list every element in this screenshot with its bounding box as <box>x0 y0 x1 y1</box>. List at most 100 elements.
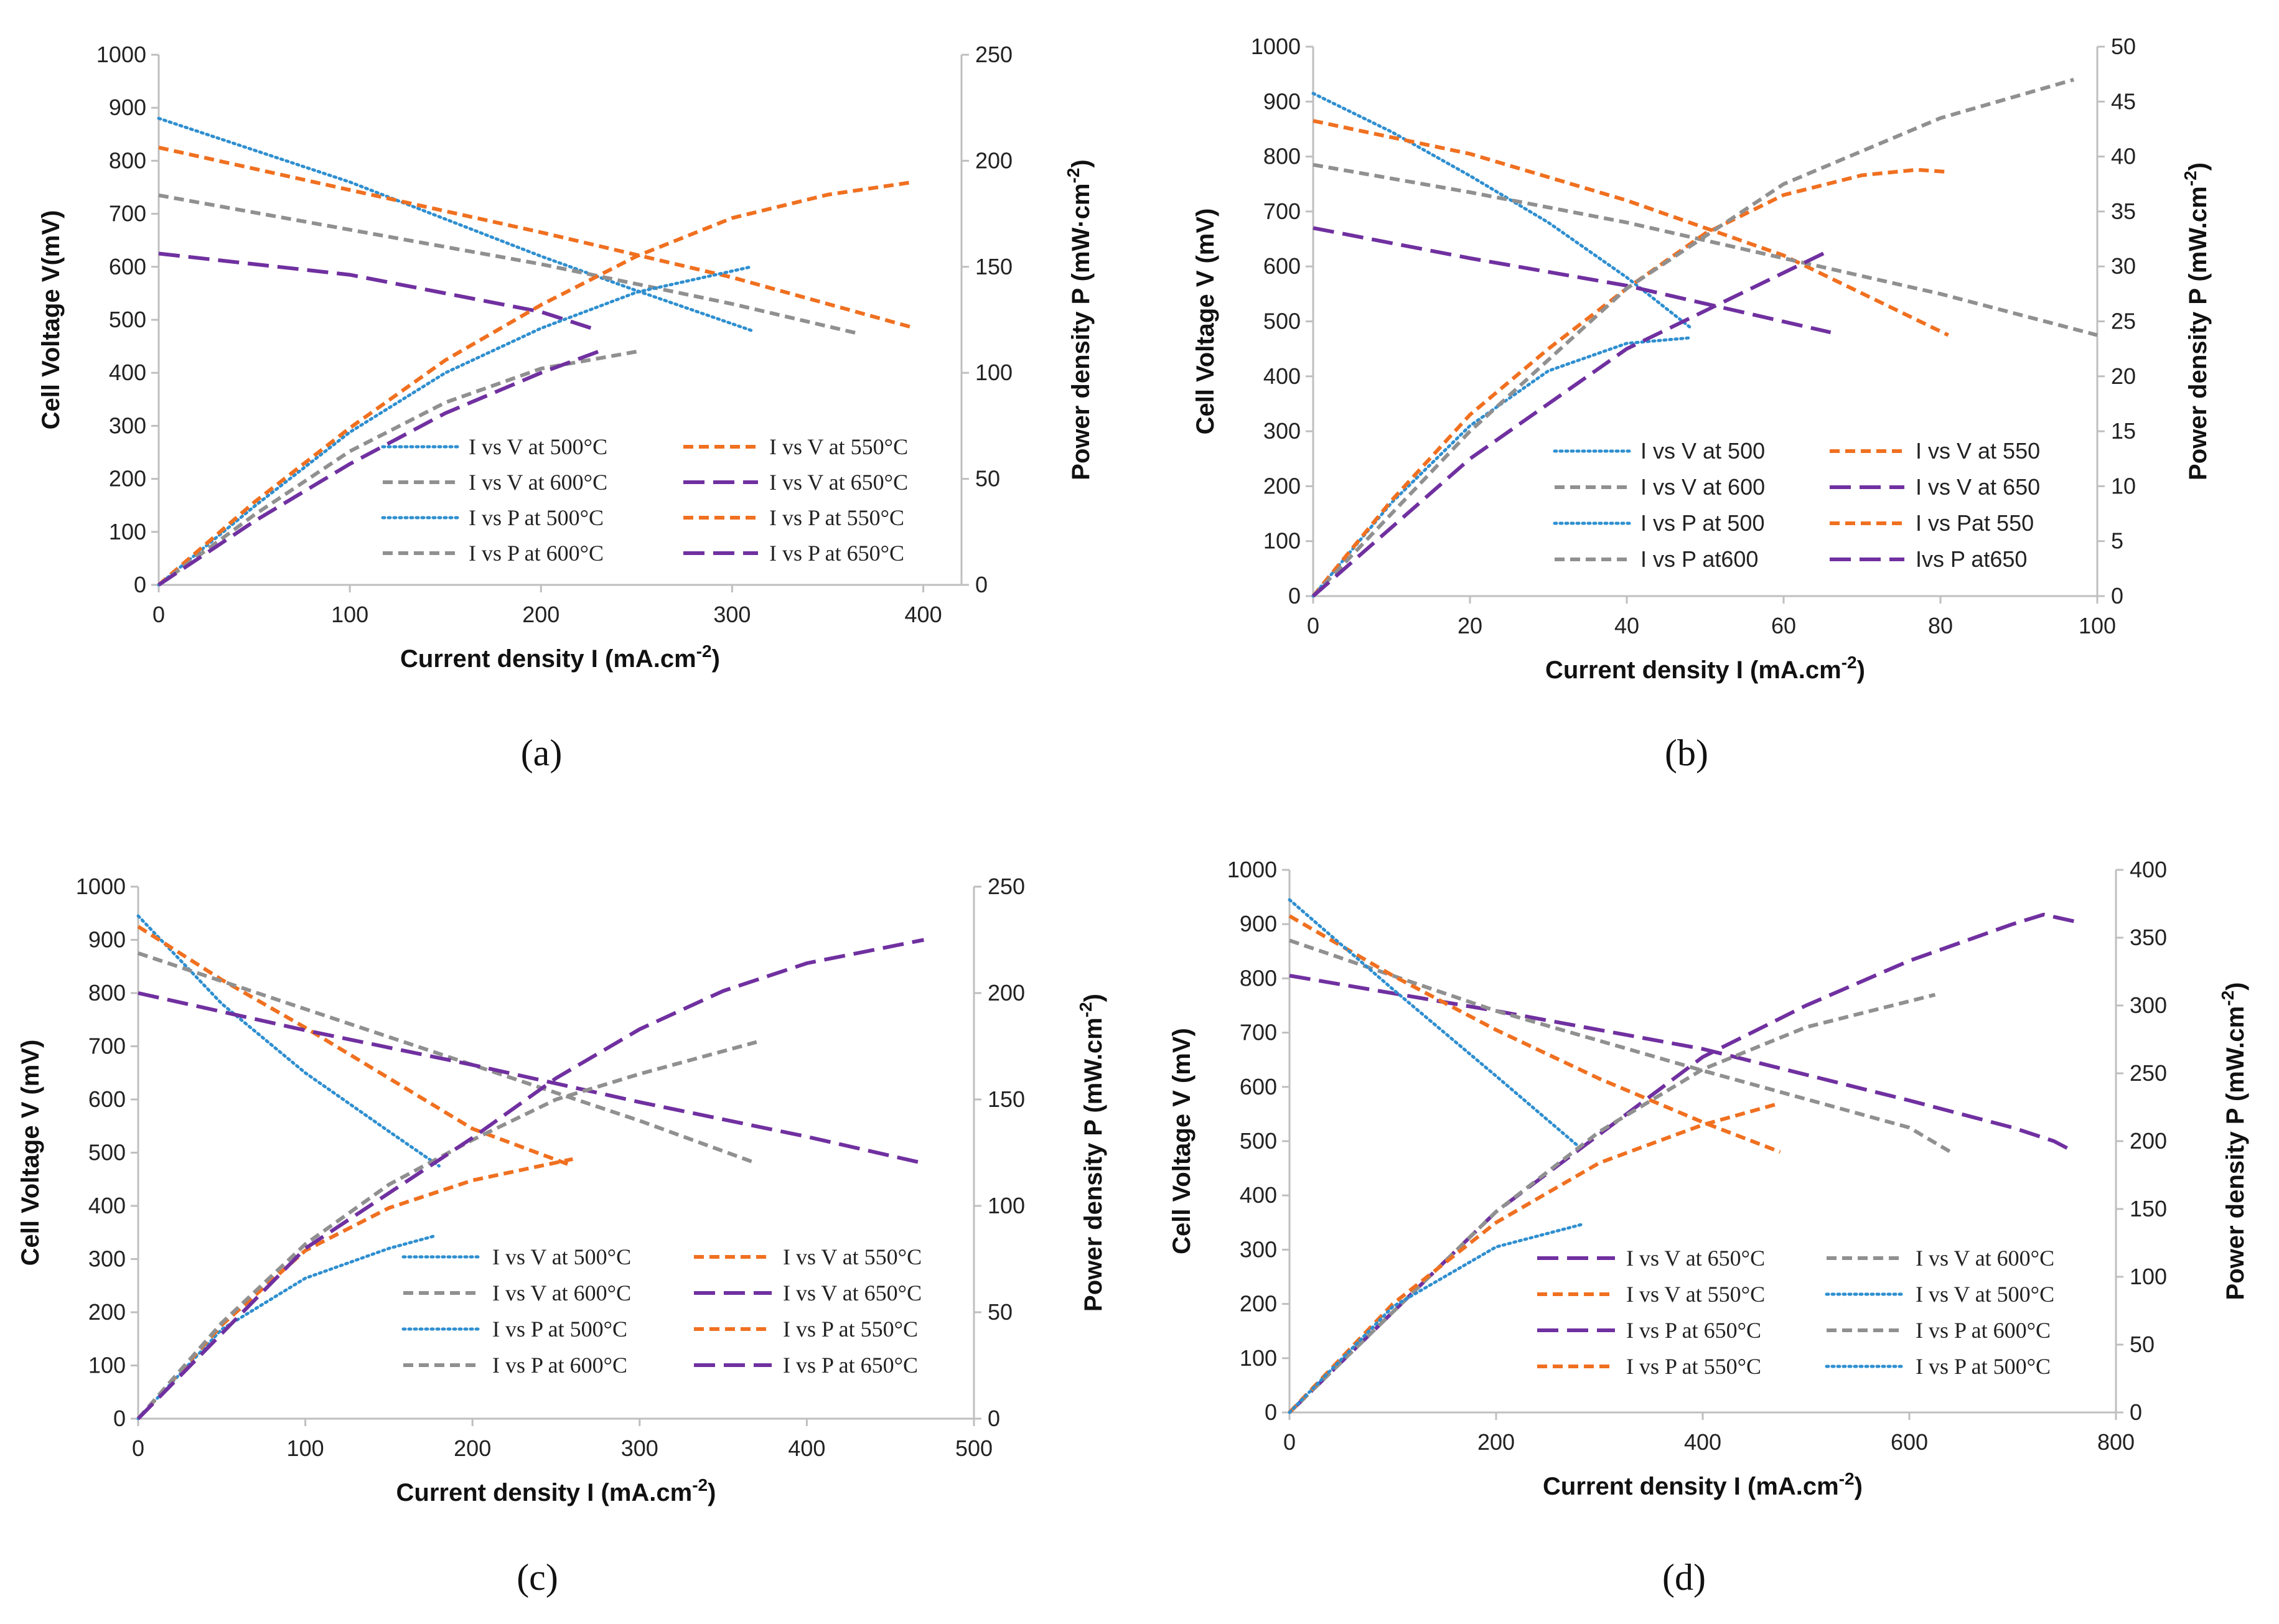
series-line-v600 <box>1289 938 1952 1154</box>
legend-label-v550: I vs V at 550°C <box>1626 1282 1765 1307</box>
y-tick-label: 200 <box>1240 1291 1277 1317</box>
legend-label-v600: I vs V at 600°C <box>492 1281 631 1305</box>
x-tick-label: 400 <box>788 1435 825 1461</box>
y2-tick-label: 400 <box>2130 857 2167 882</box>
x-tick-label: 40 <box>1614 613 1639 638</box>
y-tick-label: 800 <box>1240 965 1277 991</box>
y-tick-label: 900 <box>1263 88 1301 114</box>
y-tick-label: 900 <box>109 95 146 120</box>
y-tick-label: 0 <box>1265 1399 1277 1425</box>
y-tick-label: 600 <box>109 254 146 279</box>
y2-tick-label: 45 <box>2111 88 2136 114</box>
series-line-p500 <box>1288 1222 1586 1414</box>
legend-label-v650: I vs V at 650°C <box>769 470 908 495</box>
y-tick-label: 700 <box>88 1034 126 1059</box>
legend-label-v500: I vs V at 500 <box>1640 438 1765 464</box>
y-tick-label: 1000 <box>96 42 146 67</box>
y2-tick-label: 100 <box>988 1193 1025 1218</box>
series-line-v600 <box>138 951 757 1165</box>
legend-label-p550: I vs P at 550°C <box>769 505 904 530</box>
y-tick-label: 500 <box>88 1140 126 1165</box>
y2-tick-label: 10 <box>2111 473 2136 498</box>
y2-tick-label: 350 <box>2130 925 2167 950</box>
legend-label-p650: Ivs P at650 <box>1916 546 2027 572</box>
y-tick-label: 400 <box>109 360 146 385</box>
y-tick-label: 1000 <box>1251 34 1301 59</box>
y-tick-label: 500 <box>1263 309 1301 334</box>
y-tick-label: 200 <box>109 466 146 492</box>
y-tick-label: 800 <box>1263 144 1301 169</box>
y2-axis-label: Power density P (mW·cm-2) <box>1064 159 1095 480</box>
series-line-v500 <box>157 116 753 332</box>
y-axis-label: Cell Voltage V (mV) <box>17 1040 44 1266</box>
legend: I vs V at 500°C I vs V at 550°C I vs V at … <box>381 434 908 566</box>
chart-panel-a: 0100200300400500600700800900100005010015… <box>37 42 1095 773</box>
x-tick-label: 60 <box>1771 613 1796 638</box>
legend-label-v650: I vs V at 650°C <box>1626 1246 1765 1271</box>
x-tick-label: 300 <box>621 1435 658 1461</box>
chart-panel-c: 0100200300400500600700800900100005010015… <box>17 874 1107 1598</box>
legend-label-p600: I vs P at 600°C <box>492 1353 627 1378</box>
y2-tick-label: 100 <box>975 360 1013 385</box>
y-tick-label: 400 <box>1263 363 1301 389</box>
y2-axis-label: Power density P (mW.cm-2) <box>1076 994 1107 1312</box>
y-tick-label: 200 <box>88 1299 126 1325</box>
x-tick-label: 0 <box>132 1435 144 1461</box>
series-line-v500 <box>136 914 441 1168</box>
series-line-p650 <box>157 350 599 587</box>
x-tick-label: 100 <box>2079 613 2116 638</box>
x-tick-label: 20 <box>1458 613 1482 638</box>
x-tick-label: 100 <box>287 1435 324 1461</box>
y-tick-label: 100 <box>109 519 146 544</box>
series-line-p650 <box>136 938 924 1421</box>
y-tick-label: 700 <box>1240 1020 1277 1045</box>
series-line-v600 <box>1313 162 2098 337</box>
x-tick-label: 500 <box>955 1435 993 1461</box>
y-tick-label: 0 <box>113 1406 126 1431</box>
y2-tick-label: 150 <box>2130 1196 2167 1221</box>
x-tick-label: 0 <box>1307 613 1319 638</box>
y-tick-label: 200 <box>1263 473 1301 498</box>
x-tick-label: 200 <box>1477 1429 1515 1455</box>
series-line-p600 <box>136 1040 757 1420</box>
y2-tick-label: 250 <box>988 874 1025 899</box>
y-tick-label: 500 <box>1240 1128 1277 1154</box>
legend-label-p600: I vs P at600 <box>1640 546 1758 572</box>
legend-label-p500: I vs P at 500°C <box>469 505 604 530</box>
y2-tick-label: 200 <box>975 147 1013 173</box>
legend-label-p650: I vs P at 650°C <box>1626 1318 1761 1343</box>
y2-tick-label: 200 <box>988 980 1025 1006</box>
x-tick-label: 80 <box>1928 613 1953 638</box>
y2-tick-label: 200 <box>2130 1128 2167 1154</box>
legend-label-v600: I vs V at 600°C <box>469 470 607 495</box>
y2-tick-label: 25 <box>2111 309 2136 334</box>
y2-axis-label: Power density P (mW.cm-2) <box>2218 982 2249 1300</box>
legend-label-p600: I vs P at 600°C <box>1916 1318 2051 1343</box>
legend-label-p600: I vs P at 600°C <box>469 541 604 566</box>
y-tick-label: 600 <box>88 1086 126 1112</box>
y2-tick-label: 250 <box>975 42 1013 67</box>
legend-label-v500: I vs V at 500°C <box>1916 1282 2054 1307</box>
y2-tick-label: 0 <box>2111 583 2123 609</box>
legend-label-v500: I vs V at 500°C <box>469 434 607 459</box>
y-axis-label: Cell Voltage V (mV) <box>1168 1028 1196 1254</box>
y2-tick-label: 0 <box>975 572 988 597</box>
y-tick-label: 900 <box>88 927 126 953</box>
y-tick-label: 600 <box>1240 1074 1277 1099</box>
y2-tick-label: 0 <box>988 1406 1000 1431</box>
y2-tick-label: 50 <box>975 466 1000 492</box>
y2-tick-label: 20 <box>2111 363 2136 389</box>
legend-label-p500: I vs P at 500 <box>1640 510 1764 536</box>
x-axis-label: Current density I (mA.cm-2) <box>400 642 720 673</box>
x-tick-label: 600 <box>1891 1429 1928 1455</box>
series-line-p550 <box>157 180 914 587</box>
series-line-v550 <box>1288 914 1781 1154</box>
legend-label-v650: I vs V at 650 <box>1916 474 2040 500</box>
series-line-p600 <box>1311 78 2075 598</box>
y2-tick-label: 50 <box>2111 34 2136 59</box>
series-line-p600 <box>1288 992 1936 1414</box>
y-tick-label: 300 <box>109 413 146 438</box>
y2-tick-label: 0 <box>2130 1399 2142 1425</box>
legend-label-p500: I vs P at 500°C <box>492 1317 627 1342</box>
